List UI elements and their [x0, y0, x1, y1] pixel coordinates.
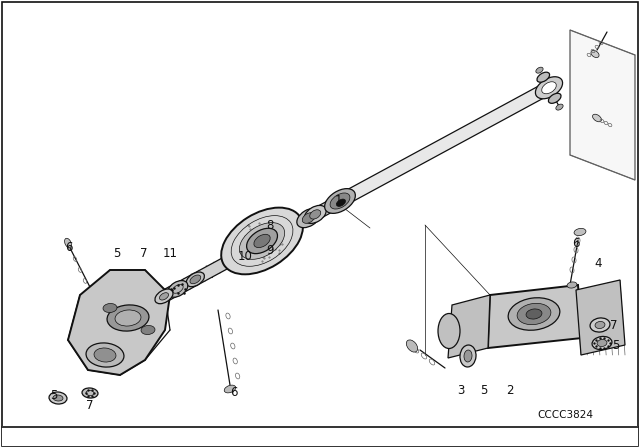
- Ellipse shape: [190, 275, 201, 284]
- Ellipse shape: [324, 189, 355, 213]
- Ellipse shape: [464, 350, 472, 362]
- Ellipse shape: [567, 282, 577, 288]
- Text: 5: 5: [612, 339, 620, 352]
- Ellipse shape: [159, 293, 168, 300]
- Ellipse shape: [330, 193, 350, 209]
- Text: 6: 6: [65, 241, 73, 254]
- Text: 5: 5: [113, 246, 121, 259]
- Ellipse shape: [597, 340, 607, 347]
- Ellipse shape: [526, 309, 542, 319]
- Text: 7: 7: [140, 246, 148, 259]
- Ellipse shape: [537, 72, 550, 82]
- Text: 5: 5: [480, 383, 488, 396]
- Ellipse shape: [246, 228, 278, 254]
- Text: 4: 4: [595, 257, 602, 270]
- Ellipse shape: [590, 318, 610, 332]
- Ellipse shape: [155, 289, 173, 304]
- Text: 6: 6: [230, 385, 237, 399]
- Polygon shape: [337, 82, 552, 207]
- Polygon shape: [488, 285, 582, 348]
- Ellipse shape: [186, 272, 204, 287]
- Ellipse shape: [86, 343, 124, 367]
- Ellipse shape: [536, 67, 543, 73]
- Ellipse shape: [574, 228, 586, 236]
- Polygon shape: [448, 295, 490, 358]
- Ellipse shape: [65, 238, 72, 248]
- Text: 3: 3: [458, 383, 465, 396]
- Bar: [2, 426, 638, 446]
- Ellipse shape: [310, 210, 321, 219]
- Polygon shape: [576, 280, 625, 355]
- Ellipse shape: [221, 207, 303, 274]
- Text: 11: 11: [163, 246, 177, 259]
- Ellipse shape: [94, 348, 116, 362]
- Ellipse shape: [302, 213, 315, 223]
- Ellipse shape: [107, 305, 149, 331]
- Ellipse shape: [168, 280, 188, 297]
- Ellipse shape: [591, 51, 599, 57]
- Text: 2: 2: [506, 383, 514, 396]
- Ellipse shape: [541, 82, 556, 94]
- Ellipse shape: [115, 310, 141, 326]
- Ellipse shape: [536, 77, 563, 99]
- Ellipse shape: [438, 314, 460, 349]
- Ellipse shape: [49, 392, 67, 404]
- Polygon shape: [570, 30, 635, 180]
- Text: 6: 6: [572, 237, 580, 250]
- Ellipse shape: [82, 388, 98, 398]
- Ellipse shape: [224, 385, 236, 393]
- Text: 7: 7: [611, 319, 618, 332]
- Text: 7: 7: [86, 399, 93, 412]
- Ellipse shape: [53, 395, 63, 401]
- Text: 8: 8: [266, 219, 274, 232]
- Ellipse shape: [239, 223, 285, 259]
- Ellipse shape: [254, 234, 270, 248]
- Text: CCCC3824: CCCC3824: [537, 410, 593, 420]
- Ellipse shape: [460, 345, 476, 367]
- Ellipse shape: [103, 303, 117, 313]
- Polygon shape: [128, 196, 343, 319]
- Ellipse shape: [508, 298, 560, 330]
- Text: 9: 9: [266, 244, 274, 257]
- Ellipse shape: [141, 326, 155, 335]
- Ellipse shape: [593, 114, 602, 122]
- Polygon shape: [68, 270, 170, 375]
- Ellipse shape: [305, 206, 326, 224]
- Ellipse shape: [556, 104, 563, 110]
- Text: 10: 10: [237, 250, 252, 263]
- Text: 1: 1: [334, 194, 342, 207]
- Ellipse shape: [517, 303, 551, 325]
- Ellipse shape: [595, 322, 605, 328]
- Ellipse shape: [337, 199, 346, 207]
- Ellipse shape: [406, 340, 418, 352]
- Text: 5: 5: [51, 388, 58, 401]
- Ellipse shape: [297, 208, 321, 228]
- Ellipse shape: [548, 93, 561, 103]
- Ellipse shape: [592, 336, 612, 349]
